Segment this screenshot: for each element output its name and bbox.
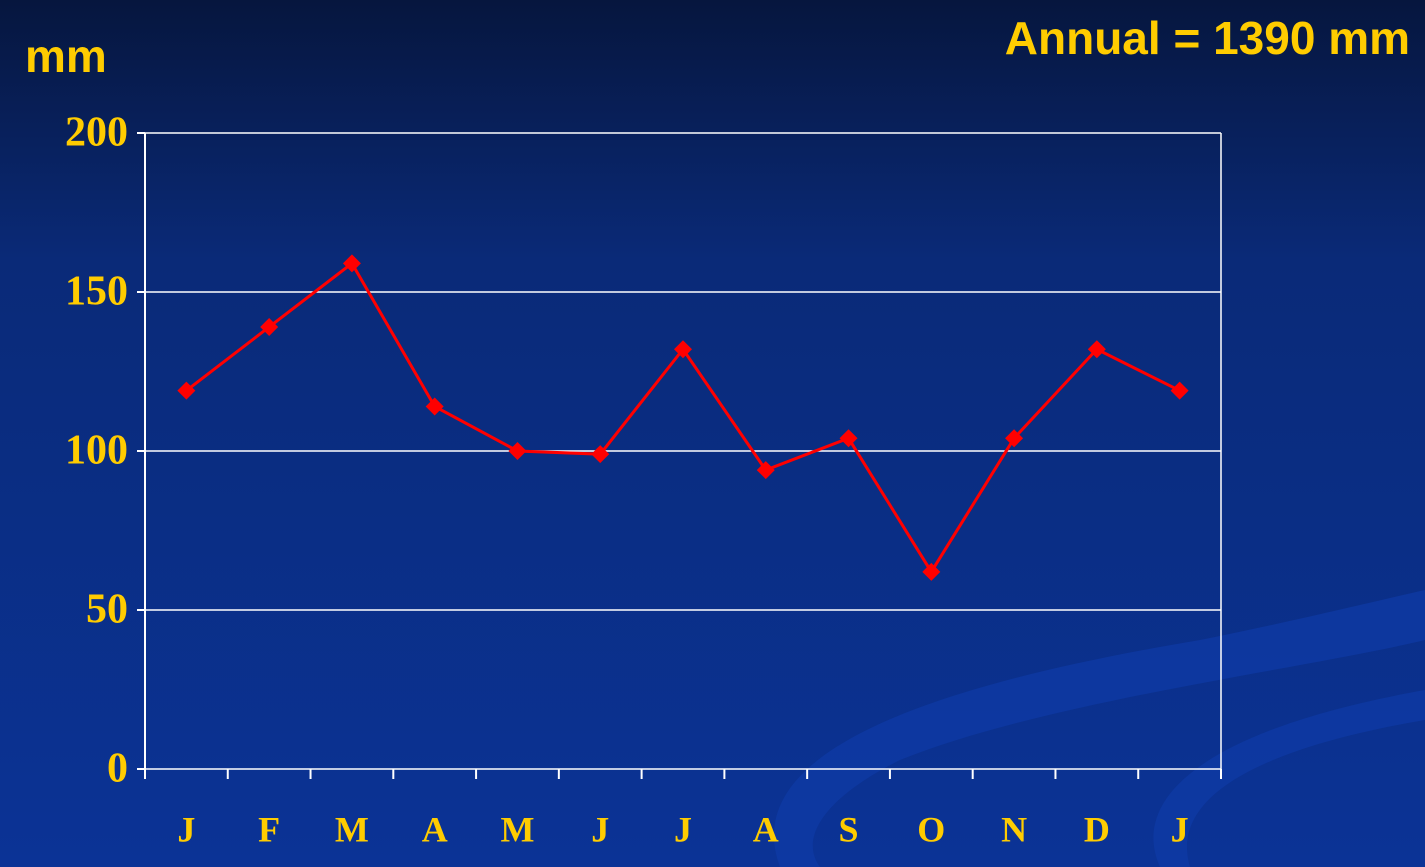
x-tick-label: A	[753, 809, 779, 849]
y-tick-label: 0	[107, 746, 128, 792]
x-tick-label: S	[839, 809, 859, 849]
x-tick-label: M	[500, 809, 534, 849]
x-tick-label: D	[1084, 809, 1110, 849]
marker	[674, 340, 692, 359]
y-tick-label: 150	[65, 269, 128, 315]
x-tick-label: N	[1001, 809, 1027, 849]
y-axis-label: mm	[25, 30, 107, 82]
x-tick-label: F	[258, 809, 280, 849]
swoosh	[1153, 690, 1425, 867]
y-tick-label: 50	[86, 587, 128, 633]
marker	[1087, 340, 1106, 359]
marker	[839, 429, 858, 448]
marker	[591, 445, 610, 464]
marker	[756, 461, 775, 480]
marker	[508, 442, 527, 460]
x-tick-label: O	[917, 809, 945, 849]
x-tick-label: M	[335, 809, 369, 849]
annotation: Annual = 1390 mm	[1005, 12, 1410, 64]
marker	[922, 562, 941, 581]
y-tick-label: 200	[65, 110, 128, 156]
marker	[342, 254, 361, 273]
marker	[177, 381, 196, 400]
swoosh	[773, 590, 1425, 867]
marker	[1170, 381, 1189, 400]
marker	[1005, 429, 1024, 448]
x-tick-label: A	[422, 809, 448, 849]
x-tick-label: J	[591, 809, 609, 849]
x-tick-label: J	[674, 809, 692, 849]
marker	[425, 397, 444, 416]
x-tick-label: J	[177, 809, 195, 849]
y-tick-label: 100	[65, 428, 128, 474]
x-tick-label: J	[1171, 809, 1189, 849]
marker	[260, 317, 279, 336]
